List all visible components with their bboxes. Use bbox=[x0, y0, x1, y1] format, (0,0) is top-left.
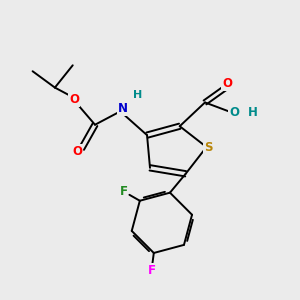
Text: H: H bbox=[248, 106, 258, 119]
Text: O: O bbox=[222, 76, 232, 90]
Text: H: H bbox=[134, 90, 143, 100]
Text: S: S bbox=[204, 140, 212, 154]
Text: O: O bbox=[69, 93, 79, 106]
Text: F: F bbox=[119, 185, 128, 198]
Text: F: F bbox=[148, 264, 156, 277]
Text: O: O bbox=[72, 145, 82, 158]
Text: N: N bbox=[118, 102, 128, 115]
Text: O: O bbox=[229, 106, 239, 119]
